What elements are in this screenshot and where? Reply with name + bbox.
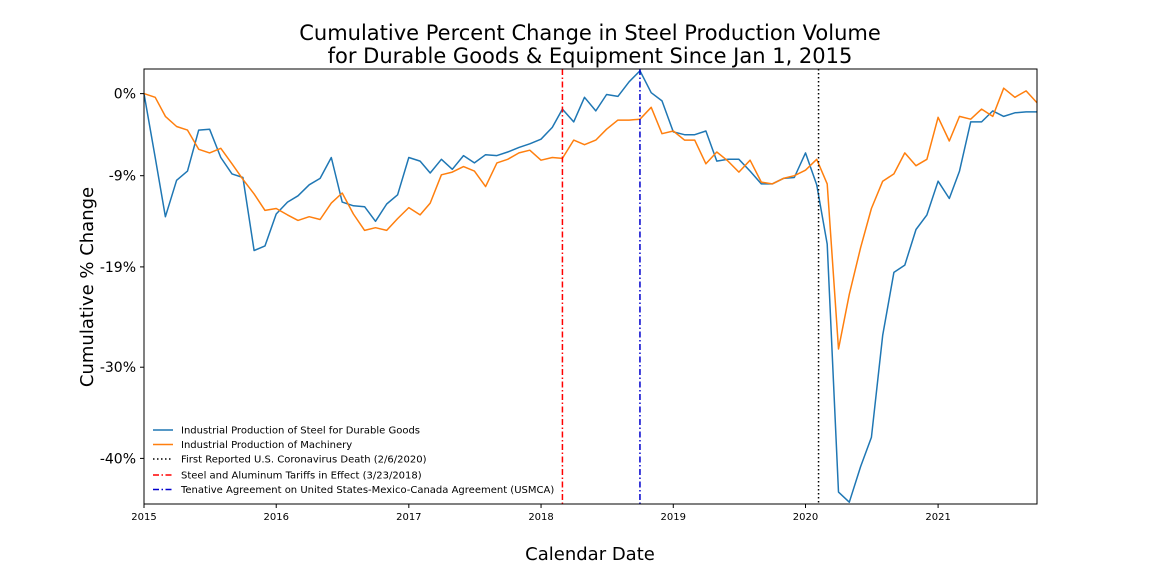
y-tick-label: -9% bbox=[109, 169, 136, 185]
chart-title-line-2: for Durable Goods & Equipment Since Jan … bbox=[328, 44, 853, 68]
y-axis-label: Cumulative % Change bbox=[77, 187, 98, 387]
y-tick-label: 0% bbox=[114, 87, 136, 103]
legend-label-covid: First Reported U.S. Coronavirus Death (2… bbox=[181, 455, 427, 466]
legend: Industrial Production of Steel for Durab… bbox=[153, 426, 554, 496]
y-tick-label: -30% bbox=[100, 360, 136, 376]
legend-label-tariffs: Steel and Aluminum Tariffs in Effect (3/… bbox=[181, 471, 422, 482]
vline-layer bbox=[561, 69, 820, 504]
x-tick-label: 2021 bbox=[925, 512, 950, 523]
y-tick-label: -19% bbox=[100, 260, 136, 276]
y-axis: 0% -9% -19% -30% -40% bbox=[100, 87, 144, 467]
x-axis-label: Calendar Date bbox=[525, 544, 655, 565]
x-tick-label: 2020 bbox=[793, 512, 818, 523]
x-tick-label: 2019 bbox=[661, 512, 686, 523]
legend-label-usmca: Tenative Agreement on United States-Mexi… bbox=[180, 485, 554, 496]
series-layer bbox=[143, 70, 1038, 503]
series-line-1 bbox=[143, 70, 1037, 503]
y-tick-label: -40% bbox=[100, 451, 136, 467]
chart-title-line-1: Cumulative Percent Change in Steel Produ… bbox=[299, 21, 881, 45]
x-axis: 2015 2016 2017 2018 2019 2020 2021 bbox=[131, 504, 951, 523]
plot-frame bbox=[143, 68, 1038, 505]
x-tick-label: 2017 bbox=[396, 512, 421, 523]
legend-label-steel: Industrial Production of Steel for Durab… bbox=[181, 426, 420, 437]
x-tick-label: 2016 bbox=[264, 512, 289, 523]
x-tick-label: 2015 bbox=[131, 512, 156, 523]
legend-label-machinery: Industrial Production of Machinery bbox=[181, 440, 352, 451]
x-tick-label: 2018 bbox=[528, 512, 553, 523]
series-line-2 bbox=[143, 87, 1038, 350]
